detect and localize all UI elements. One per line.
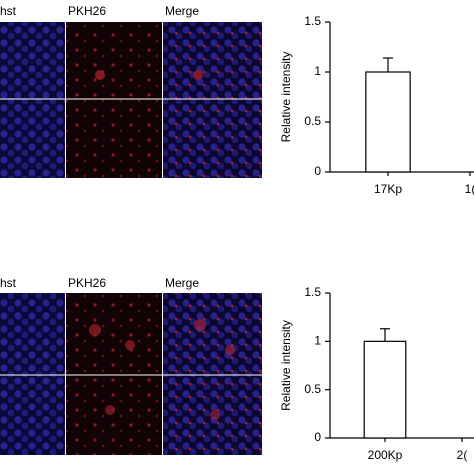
image (0, 22, 65, 178)
x-tick-label: 17Kp (374, 182, 402, 196)
x-tick-label: 1( (465, 182, 474, 196)
image (163, 293, 262, 455)
panel-label: PKH26 (68, 276, 106, 290)
image (66, 293, 162, 455)
bar (365, 71, 411, 173)
micrographs (0, 22, 262, 455)
panel-label: hst (0, 276, 17, 290)
panel-label: PKH26 (68, 4, 106, 18)
panel-label: Merge (165, 4, 199, 18)
y-tick-label: 0.5 (304, 114, 321, 128)
bar (363, 340, 407, 439)
image (163, 22, 262, 178)
panel-label: hst (0, 4, 17, 18)
y-axis-label: Relative intensity (279, 320, 293, 411)
x-tick-label: 2( (457, 448, 468, 462)
y-tick-label: 1 (314, 64, 321, 78)
y-tick-label: 0 (314, 430, 321, 444)
panel-label: Merge (165, 276, 199, 290)
y-tick-label: 1.5 (304, 285, 321, 299)
y-tick-label: 0 (314, 164, 321, 178)
image (0, 293, 65, 455)
x-tick-label: 200Kp (368, 448, 403, 462)
y-tick-label: 0.5 (304, 382, 321, 396)
y-tick-label: 1 (314, 334, 321, 348)
image (66, 22, 162, 178)
y-axis-label: Relative intensity (279, 52, 293, 143)
y-tick-label: 1.5 (304, 14, 321, 28)
